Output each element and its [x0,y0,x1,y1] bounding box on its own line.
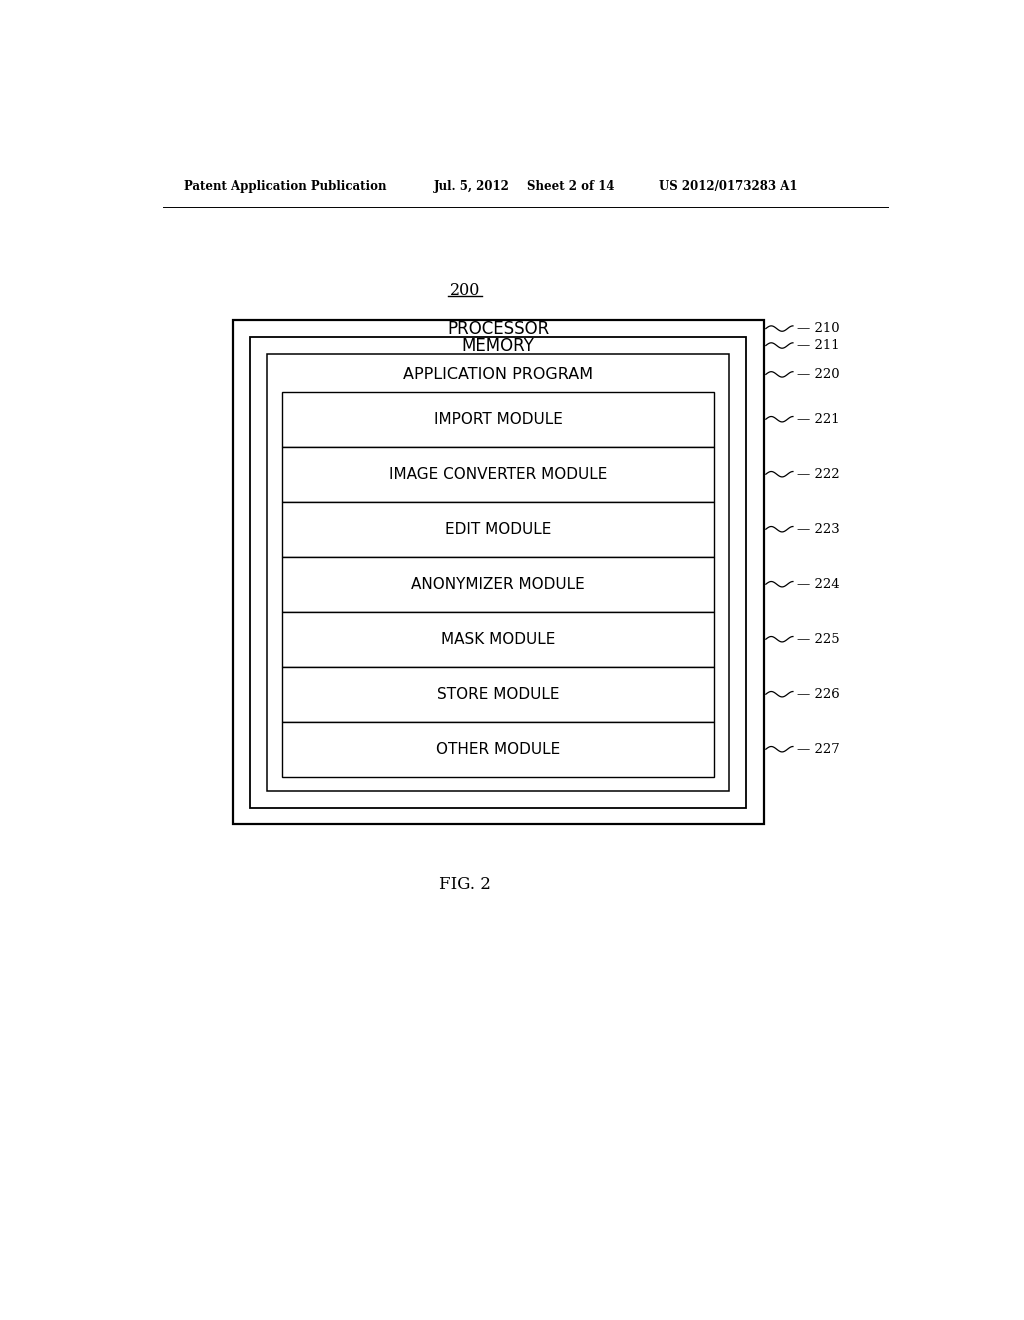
Text: APPLICATION PROGRAM: APPLICATION PROGRAM [403,367,593,381]
Text: — 223: — 223 [797,523,840,536]
Text: PROCESSOR: PROCESSOR [446,319,549,338]
Bar [283,557,714,611]
Bar [232,321,764,825]
Text: EDIT MODULE: EDIT MODULE [444,521,551,537]
Text: MASK MODULE: MASK MODULE [441,632,555,647]
Text: MEMORY: MEMORY [462,337,535,355]
Text: FIG. 2: FIG. 2 [439,876,492,894]
Text: OTHER MODULE: OTHER MODULE [436,742,560,756]
Text: — 222: — 222 [797,467,840,480]
Text: 200: 200 [450,281,480,298]
Text: IMAGE CONVERTER MODULE: IMAGE CONVERTER MODULE [389,467,607,482]
Bar [283,722,714,776]
Text: — 226: — 226 [797,688,840,701]
Text: — 221: — 221 [797,413,840,426]
Text: — 224: — 224 [797,578,840,591]
Text: US 2012/0173283 A1: US 2012/0173283 A1 [658,180,798,193]
Text: — 225: — 225 [797,632,840,645]
Text: — 211: — 211 [797,339,840,352]
Text: Patent Application Publication: Patent Application Publication [183,180,386,193]
Bar [283,667,714,722]
Text: ANONYMIZER MODULE: ANONYMIZER MODULE [412,577,585,591]
Text: Jul. 5, 2012: Jul. 5, 2012 [434,180,510,193]
Bar [266,354,729,791]
Bar [283,392,714,446]
Text: IMPORT MODULE: IMPORT MODULE [433,412,562,426]
Text: — 227: — 227 [797,743,840,756]
Text: Sheet 2 of 14: Sheet 2 of 14 [527,180,614,193]
Text: — 210: — 210 [797,322,840,335]
Bar [283,502,714,557]
Text: STORE MODULE: STORE MODULE [437,686,559,702]
Bar [283,611,714,667]
Text: — 220: — 220 [797,368,840,381]
Bar [250,337,746,808]
Bar [283,446,714,502]
